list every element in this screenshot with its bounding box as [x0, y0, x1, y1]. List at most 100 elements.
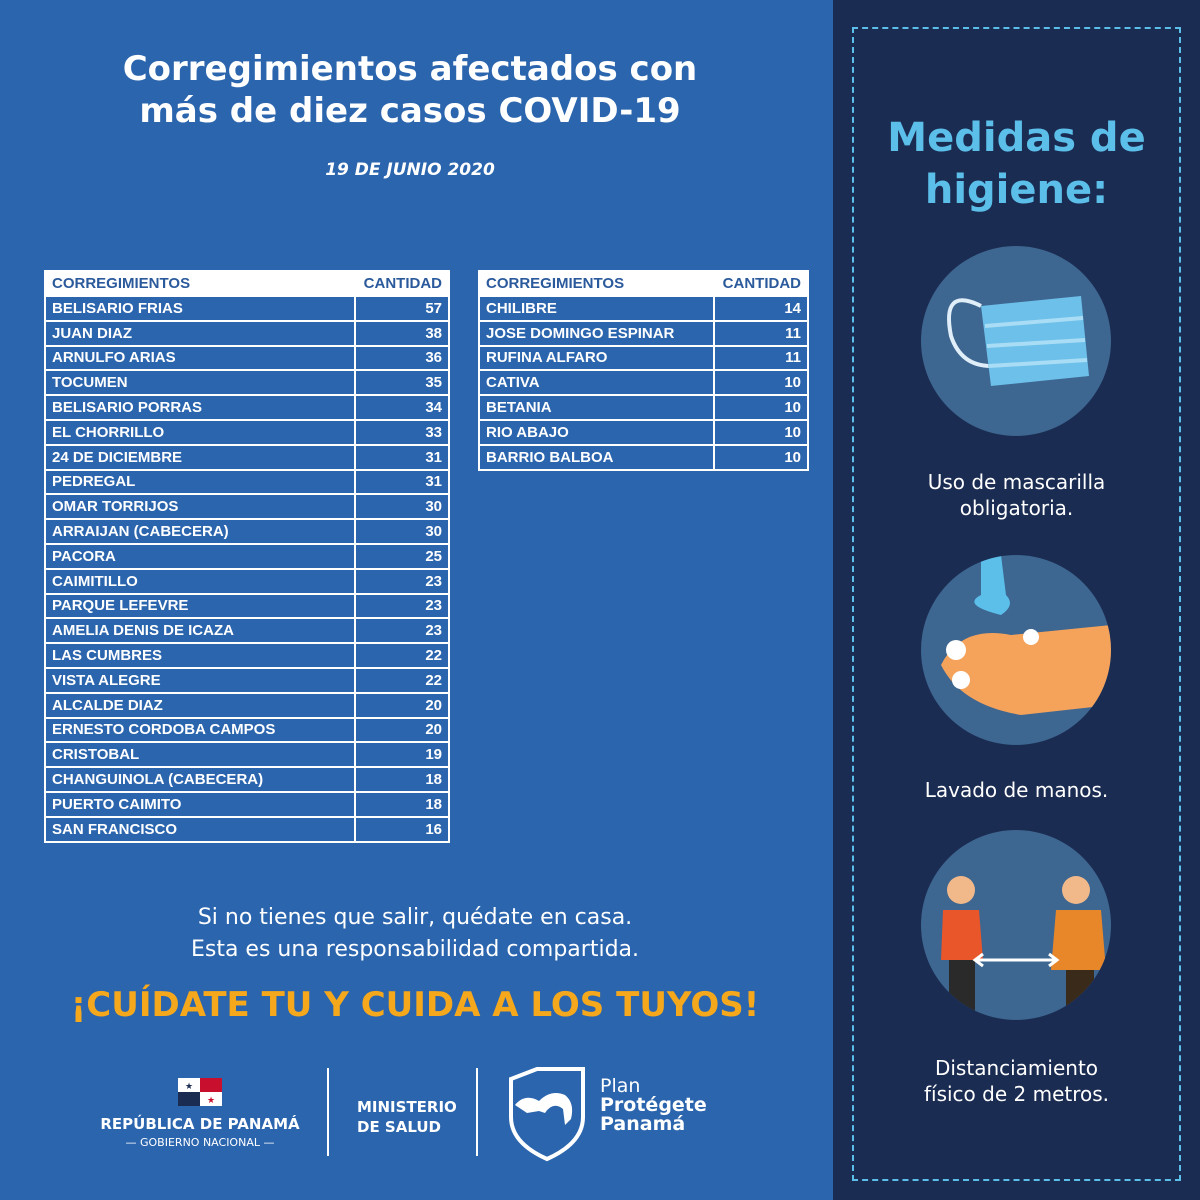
cases-table-1: CORREGIMIENTOS CANTIDAD BELISARIO FRIAS 57… [44, 270, 450, 843]
table-row: EL CHORRILLO 33 [44, 418, 450, 446]
header-qty: CANTIDAD [355, 271, 449, 296]
case-count: 23 [354, 592, 450, 620]
table-row: CRISTOBAL 19 [44, 741, 450, 769]
case-count: 23 [354, 567, 450, 595]
case-count: 33 [354, 418, 450, 446]
case-count: 11 [713, 344, 809, 372]
corregimiento-name: TOCUMEN [44, 369, 356, 397]
case-count: 23 [354, 617, 450, 645]
gobierno-label: — GOBIERNO NACIONAL — [125, 1136, 275, 1149]
handwash-icon [921, 555, 1111, 745]
table-row: JUAN DIAZ 38 [44, 319, 450, 347]
case-count: 30 [354, 518, 450, 545]
corregimiento-name: PACORA [44, 542, 356, 570]
panama-flag-icon: ★★ [178, 1078, 222, 1106]
case-count: 18 [354, 766, 450, 793]
mask-icon [921, 246, 1111, 436]
corregimiento-name: LAS CUMBRES [44, 642, 356, 669]
table-row: PUERTO CAIMITO 18 [44, 790, 450, 818]
case-count: 20 [354, 691, 450, 719]
corregimiento-name: CHILIBRE [478, 295, 715, 322]
case-count: 11 [713, 319, 809, 347]
republica-label: REPÚBLICA DE PANAMÁ [100, 1115, 300, 1133]
corregimiento-name: RIO ABAJO [478, 418, 715, 446]
table-row: 24 DE DICIEMBRE 31 [44, 443, 450, 471]
corregimiento-name: ALCALDE DIAZ [44, 691, 356, 719]
main-panel: Corregimientos afectados con más de diez … [0, 49, 830, 1165]
corregimiento-name: SAN FRANCISCO [44, 815, 356, 843]
corregimiento-name: VISTA ALEGRE [44, 666, 356, 694]
page-title: Corregimientos afectados con más de diez … [122, 49, 698, 131]
case-count: 38 [354, 319, 450, 347]
corregimiento-name: ARRAIJAN (CABECERA) [44, 518, 356, 545]
dashed-border [852, 27, 1181, 1181]
table-row: VISTA ALEGRE 22 [44, 666, 450, 694]
table-row: ARRAIJAN (CABECERA) 30 [44, 518, 450, 545]
corregimiento-name: CHANGUINOLA (CABECERA) [44, 766, 356, 793]
plan-logo-text: Plan Protégete Panamá [600, 1075, 707, 1135]
header-qty: CANTIDAD [714, 271, 808, 296]
ministerio-label: MINISTERIO DE SALUD [357, 1098, 457, 1136]
corregimiento-name: BARRIO BALBOA [478, 443, 715, 471]
table-row: OMAR TORRIJOS 30 [44, 493, 450, 521]
case-count: 30 [354, 493, 450, 521]
case-count: 10 [713, 369, 809, 397]
corregimiento-name: BELISARIO PORRAS [44, 394, 356, 421]
hygiene-panel: Medidas de higiene: Uso de mascarilla obli… [833, 0, 1200, 1200]
table-row: PACORA 25 [44, 542, 450, 570]
corregimiento-name: OMAR TORRIJOS [44, 493, 356, 521]
header-name: CORREGIMIENTOS [479, 271, 714, 296]
divider [327, 1068, 329, 1156]
table-row: CHILIBRE 14 [478, 295, 809, 322]
case-count: 25 [354, 542, 450, 570]
case-count: 10 [713, 418, 809, 446]
table-row: BETANIA 10 [478, 394, 809, 421]
table-row: ERNESTO CORDOBA CAMPOS 20 [44, 716, 450, 744]
caption-mask: Uso de mascarilla obligatoria. [927, 470, 1106, 520]
table-row: PARQUE LEFEVRE 23 [44, 592, 450, 620]
case-count: 19 [354, 741, 450, 769]
table-row: CATIVA 10 [478, 369, 809, 397]
table-row: BELISARIO FRIAS 57 [44, 295, 450, 322]
shield-map-icon [509, 1067, 585, 1162]
case-count: 22 [354, 642, 450, 669]
footer-logos: ★ ★ REPÚBLICA DE PANAMÁ — GOBIERNO NACION… [0, 1065, 830, 1165]
table-row: RIO ABAJO 10 [478, 418, 809, 446]
corregimiento-name: JOSE DOMINGO ESPINAR [478, 319, 715, 347]
caption-distancing: Distanciamiento físico de 2 metros. [923, 1056, 1110, 1106]
corregimiento-name: ERNESTO CORDOBA CAMPOS [44, 716, 356, 744]
case-count: 31 [354, 443, 450, 471]
case-count: 35 [354, 369, 450, 397]
corregimiento-name: AMELIA DENIS DE ICAZA [44, 617, 356, 645]
caption-handwash: Lavado de manos. [924, 778, 1109, 802]
table-row: BARRIO BALBOA 10 [478, 443, 809, 471]
corregimiento-name: PUERTO CAIMITO [44, 790, 356, 818]
case-count: 36 [354, 344, 450, 372]
table-row: TOCUMEN 35 [44, 369, 450, 397]
corregimiento-name: EL CHORRILLO [44, 418, 356, 446]
corregimiento-name: JUAN DIAZ [44, 319, 356, 347]
corregimiento-name: 24 DE DICIEMBRE [44, 443, 356, 471]
message-line-1: Si no tienes que salir, quédate en casa. [197, 905, 633, 930]
table-row: ALCALDE DIAZ 20 [44, 691, 450, 719]
case-count: 31 [354, 468, 450, 496]
corregimiento-name: CATIVA [478, 369, 715, 397]
header-name: CORREGIMIENTOS [45, 271, 355, 296]
case-count: 16 [354, 815, 450, 843]
svg-text:★: ★ [207, 1096, 215, 1106]
corregimiento-name: CAIMITILLO [44, 567, 356, 595]
corregimiento-name: BETANIA [478, 394, 715, 421]
table-row: CAIMITILLO 23 [44, 567, 450, 595]
corregimiento-name: RUFINA ALFARO [478, 344, 715, 372]
message-line-2: Esta es una responsabilidad compartida. [190, 937, 640, 962]
svg-text:★: ★ [185, 1082, 193, 1092]
table-row: RUFINA ALFARO 11 [478, 344, 809, 372]
case-count: 34 [354, 394, 450, 421]
corregimiento-name: ARNULFO ARIAS [44, 344, 356, 372]
table-row: LAS CUMBRES 22 [44, 642, 450, 669]
hygiene-title: Medidas de higiene: [887, 115, 1146, 213]
case-count: 14 [713, 295, 809, 322]
case-count: 10 [713, 394, 809, 421]
divider [476, 1068, 478, 1156]
table-row: PEDREGAL 31 [44, 468, 450, 496]
